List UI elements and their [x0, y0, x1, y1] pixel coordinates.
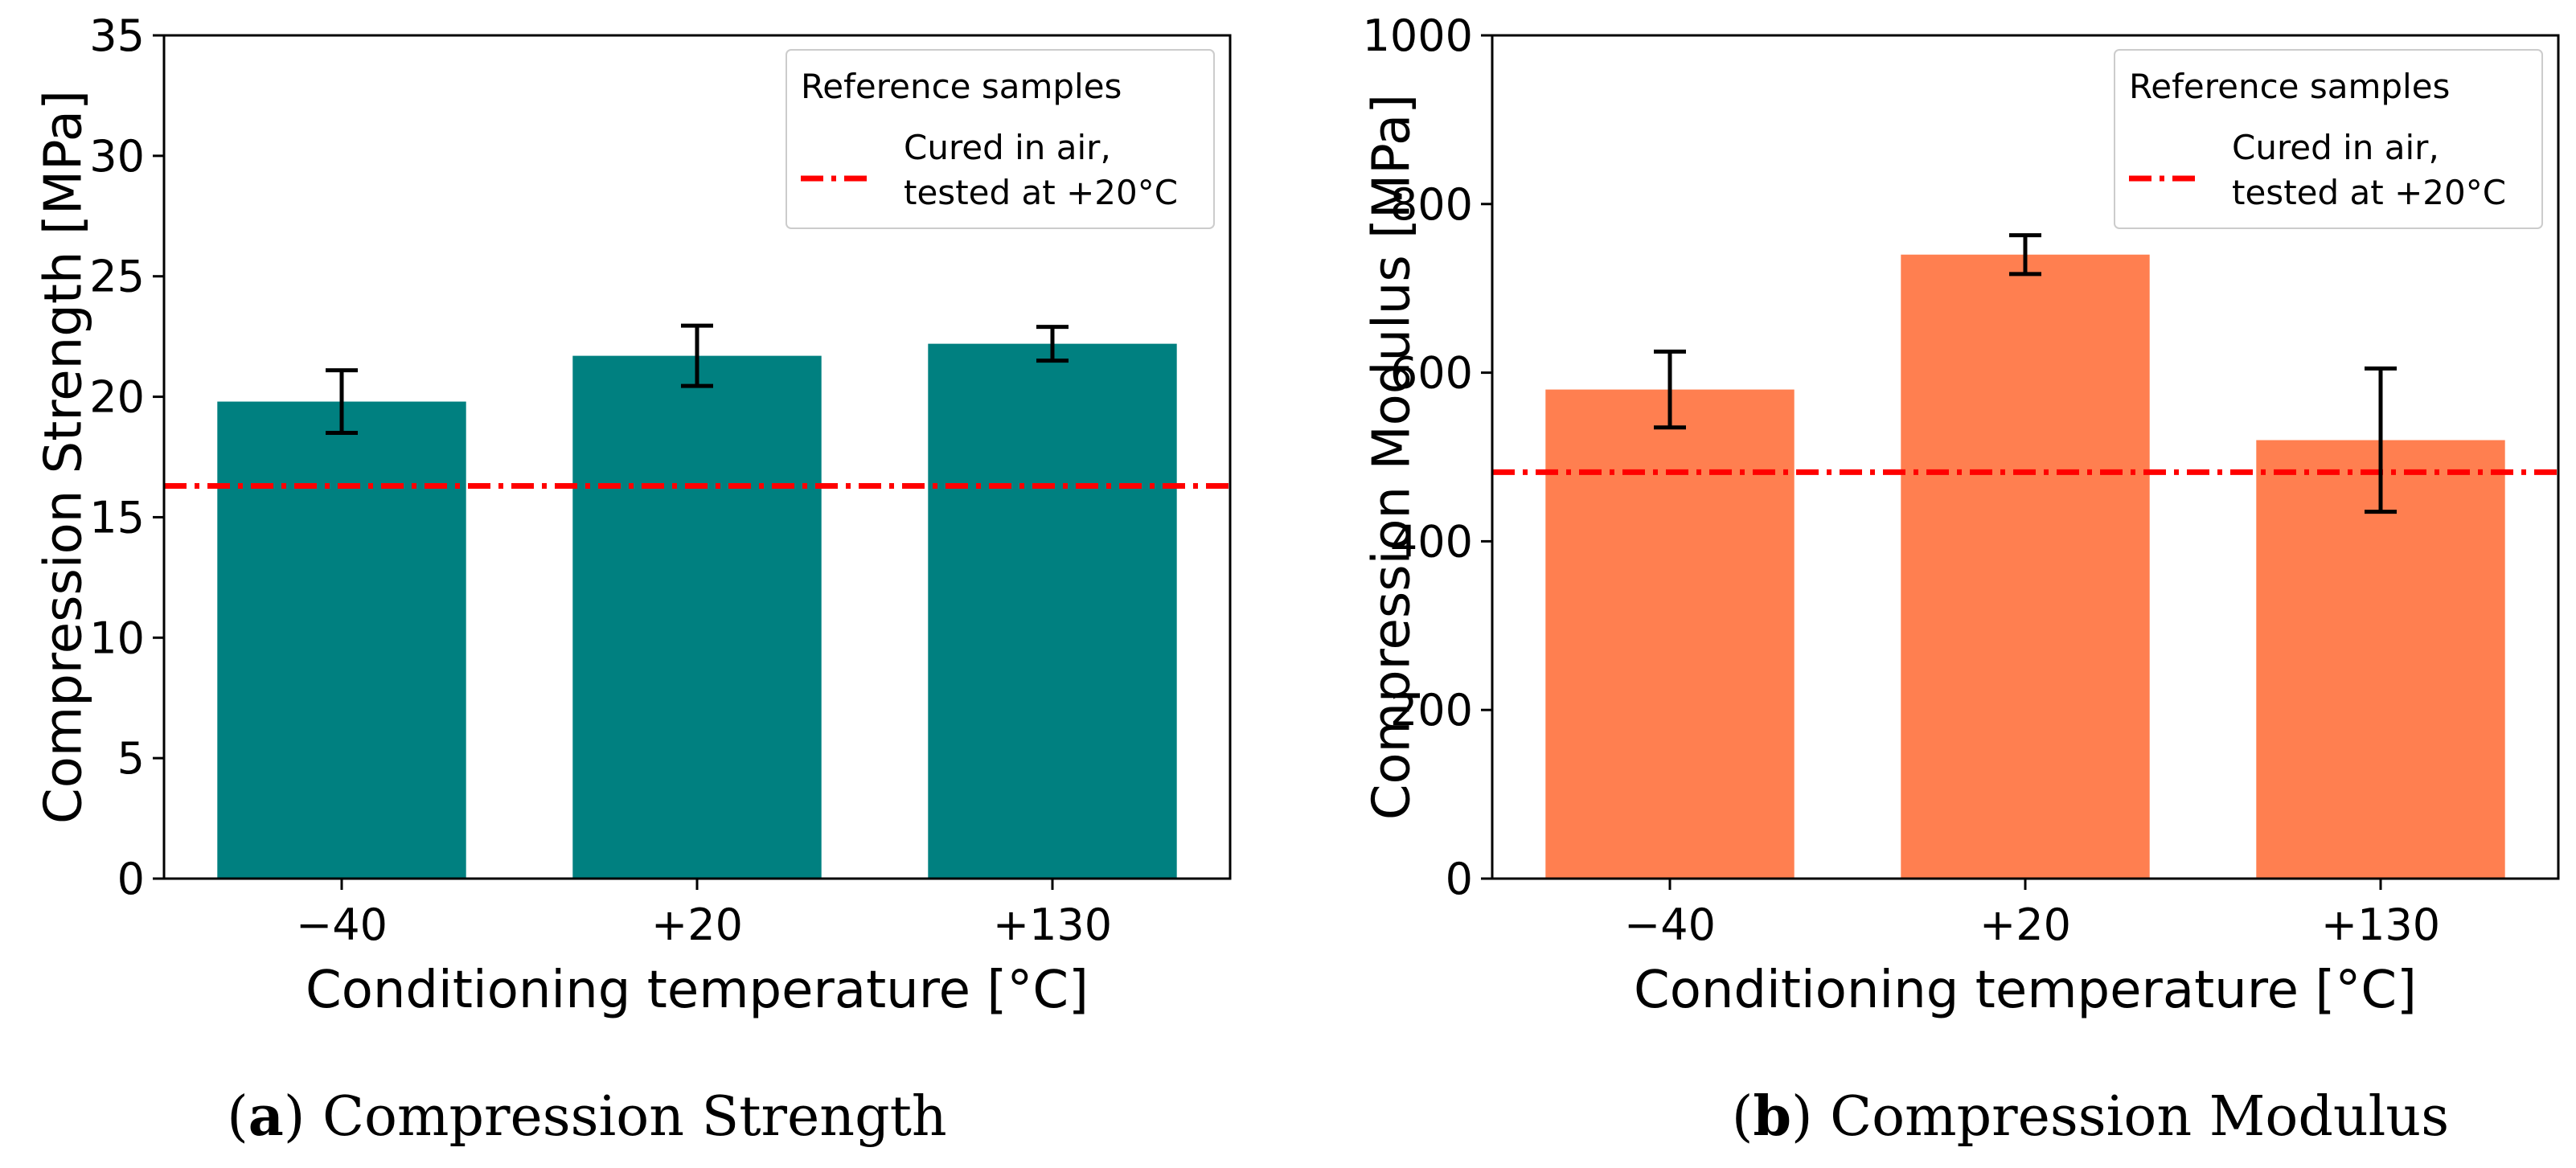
x-tick-label: −40 — [296, 900, 388, 950]
caption-letter: a — [248, 1084, 284, 1149]
error-bar-1 — [681, 323, 713, 388]
y-tick-label: 400 — [1390, 516, 1473, 567]
y-tick-label: 35 — [89, 10, 145, 61]
legend-box — [786, 49, 1215, 229]
x-tick-label: +130 — [993, 900, 1112, 950]
legend-entry-line2: tested at +20°C — [2232, 173, 2506, 212]
legend-title: Reference samples — [2129, 67, 2450, 106]
y-tick-label: 10 — [89, 613, 145, 663]
bar-0 — [1545, 389, 1795, 879]
legend-title: Reference samples — [801, 67, 1122, 106]
y-tick-label: 600 — [1390, 348, 1473, 399]
y-axis-label: Compression Strength [MPa] — [34, 90, 93, 824]
y-tick-label: 800 — [1390, 179, 1473, 230]
y-tick-label: 1000 — [1363, 10, 1473, 61]
bar-1 — [1901, 254, 2150, 879]
bar-2 — [928, 343, 1177, 879]
y-tick-label: 15 — [89, 492, 145, 543]
error-bar-0 — [1654, 349, 1686, 430]
bar-1 — [572, 355, 822, 879]
error-bar-2 — [2365, 366, 2397, 514]
y-tick-label: 0 — [117, 854, 145, 904]
legend: Reference samples Cured in air, tested a… — [2114, 49, 2543, 229]
x-tick-label: +130 — [2321, 900, 2440, 950]
panel-compression-strength: 0 5 10 15 20 25 30 35 −40 +20 +130 Compression St… — [34, 10, 1232, 1149]
y-tick-label: 30 — [89, 131, 145, 182]
legend-entry-line2: tested at +20°C — [904, 173, 1178, 212]
caption-text: Compression Modulus — [1830, 1085, 2449, 1149]
x-tick-label: +20 — [651, 900, 743, 950]
x-tick-label: −40 — [1624, 900, 1716, 950]
caption-letter: b — [1753, 1084, 1791, 1149]
caption: (b) Compression Modulus — [1732, 1084, 2449, 1149]
x-axis-label: Conditioning temperature [°C] — [1634, 961, 2417, 1020]
legend-box — [2114, 49, 2543, 229]
legend: Reference samples Cured in air, tested a… — [786, 49, 1215, 229]
error-bar-0 — [326, 368, 358, 436]
panel-compression-modulus: 0 200 400 600 800 1000 −40 +20 +130 Compression… — [1362, 10, 2560, 1149]
error-bar-2 — [1036, 325, 1069, 363]
x-tick-label: +20 — [1979, 900, 2071, 950]
legend-entry-line1: Cured in air, — [2232, 128, 2439, 167]
y-tick-label: 5 — [117, 733, 145, 784]
legend-entry-line1: Cured in air, — [904, 128, 1111, 167]
y-axis-label: Compression Modulus [MPa] — [1362, 94, 1421, 820]
caption: (a) Compression Strength — [227, 1084, 946, 1149]
error-bar-1 — [2009, 233, 2041, 277]
y-tick-label: 20 — [89, 372, 145, 423]
bar-0 — [217, 401, 466, 879]
y-tick-label: 200 — [1390, 685, 1473, 736]
y-tick-label: 25 — [89, 252, 145, 302]
y-tick-label: 0 — [1446, 854, 1473, 904]
caption-text: Compression Strength — [322, 1085, 947, 1149]
x-axis-label: Conditioning temperature [°C] — [306, 961, 1089, 1020]
